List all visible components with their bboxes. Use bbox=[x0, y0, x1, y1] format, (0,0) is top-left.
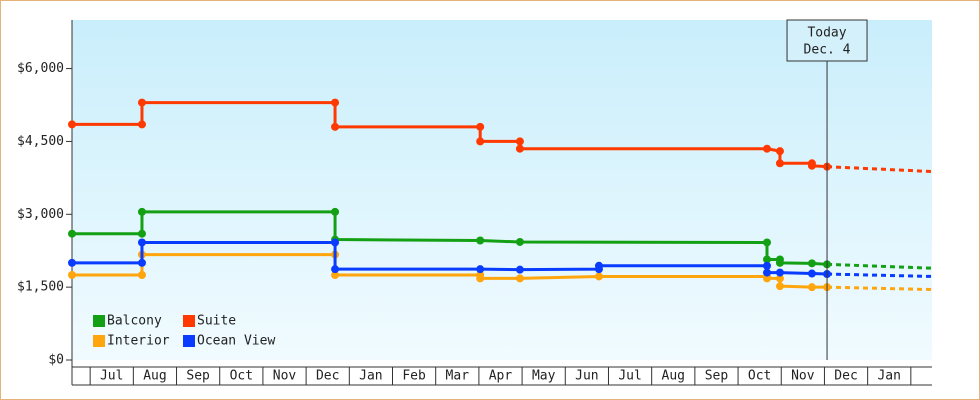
legend-label: Interior bbox=[107, 334, 170, 349]
price-point bbox=[331, 271, 340, 279]
x-tick-label: Sep bbox=[705, 369, 729, 384]
legend-label: Ocean View bbox=[197, 334, 275, 349]
legend-label: Suite bbox=[197, 314, 236, 329]
price-point bbox=[775, 274, 784, 283]
x-tick-label: Oct bbox=[230, 369, 253, 384]
price-point bbox=[762, 261, 771, 270]
price-point bbox=[807, 259, 816, 268]
x-tick-label: Aug bbox=[143, 369, 166, 384]
price-point bbox=[476, 265, 485, 274]
price-point bbox=[762, 274, 771, 283]
x-tick-label: Jul bbox=[100, 369, 123, 384]
price-point bbox=[476, 236, 485, 245]
x-tick-label: Dec bbox=[316, 369, 339, 384]
legend-label: Balcony bbox=[107, 314, 162, 329]
price-point bbox=[762, 144, 771, 153]
price-point bbox=[476, 122, 485, 131]
price-point bbox=[331, 207, 340, 216]
price-point bbox=[515, 274, 524, 283]
price-point bbox=[137, 238, 146, 247]
price-point bbox=[762, 268, 771, 277]
x-tick-label: Nov bbox=[791, 369, 815, 384]
price-point bbox=[331, 98, 340, 107]
price-point bbox=[476, 137, 485, 146]
price-point bbox=[515, 144, 524, 153]
price-point bbox=[775, 159, 784, 168]
price-point bbox=[807, 161, 816, 170]
price-point bbox=[807, 269, 816, 278]
price-point bbox=[476, 274, 485, 283]
x-tick-label: Jan bbox=[877, 369, 900, 384]
price-point bbox=[137, 120, 146, 129]
price-point bbox=[594, 272, 603, 281]
x-tick-label: Jan bbox=[359, 369, 382, 384]
price-point bbox=[594, 261, 603, 270]
price-point bbox=[137, 207, 146, 216]
x-tick-label: Nov bbox=[273, 369, 297, 384]
price-point bbox=[762, 255, 771, 264]
price-point bbox=[807, 283, 816, 292]
y-tick-label: $0 bbox=[48, 353, 64, 368]
today-label: Dec. 4 bbox=[804, 43, 851, 58]
x-tick-label: Dec bbox=[834, 369, 857, 384]
y-tick-label: $1,500 bbox=[17, 280, 64, 295]
x-tick-label: Mar bbox=[446, 369, 470, 384]
price-point bbox=[137, 258, 146, 267]
y-tick-label: $6,000 bbox=[17, 61, 64, 76]
price-point bbox=[515, 265, 524, 274]
price-point bbox=[68, 258, 76, 267]
price-point bbox=[515, 137, 524, 146]
legend-swatch bbox=[183, 315, 195, 327]
plot-background bbox=[72, 20, 932, 360]
price-point bbox=[68, 229, 76, 238]
price-point bbox=[68, 271, 76, 279]
price-point bbox=[775, 282, 784, 291]
x-tick-label: Oct bbox=[748, 369, 771, 384]
x-tick-label: Feb bbox=[402, 369, 426, 384]
price-point bbox=[331, 122, 340, 131]
y-tick-label: $4,500 bbox=[17, 134, 64, 149]
price-point bbox=[762, 238, 771, 247]
price-point bbox=[331, 265, 340, 274]
price-point bbox=[775, 258, 784, 267]
price-point bbox=[775, 147, 784, 156]
x-tick-label: Aug bbox=[662, 369, 685, 384]
today-label: Today bbox=[807, 26, 846, 41]
price-point bbox=[331, 238, 340, 247]
legend-swatch bbox=[183, 335, 195, 347]
x-tick-label: Jul bbox=[618, 369, 641, 384]
x-tick-label: Jun bbox=[575, 369, 598, 384]
price-point bbox=[137, 271, 146, 279]
legend-swatch bbox=[93, 335, 105, 347]
price-point bbox=[775, 268, 784, 277]
x-tick-label: Sep bbox=[186, 369, 210, 384]
x-tick-label: May bbox=[532, 369, 556, 384]
price-point bbox=[515, 237, 524, 246]
x-tick-label: Apr bbox=[489, 369, 513, 384]
today-box bbox=[786, 19, 868, 62]
price-point bbox=[137, 229, 146, 238]
y-tick-label: $3,000 bbox=[17, 207, 64, 222]
price-point bbox=[137, 98, 146, 107]
legend-swatch bbox=[93, 315, 105, 327]
price-point bbox=[68, 120, 76, 129]
